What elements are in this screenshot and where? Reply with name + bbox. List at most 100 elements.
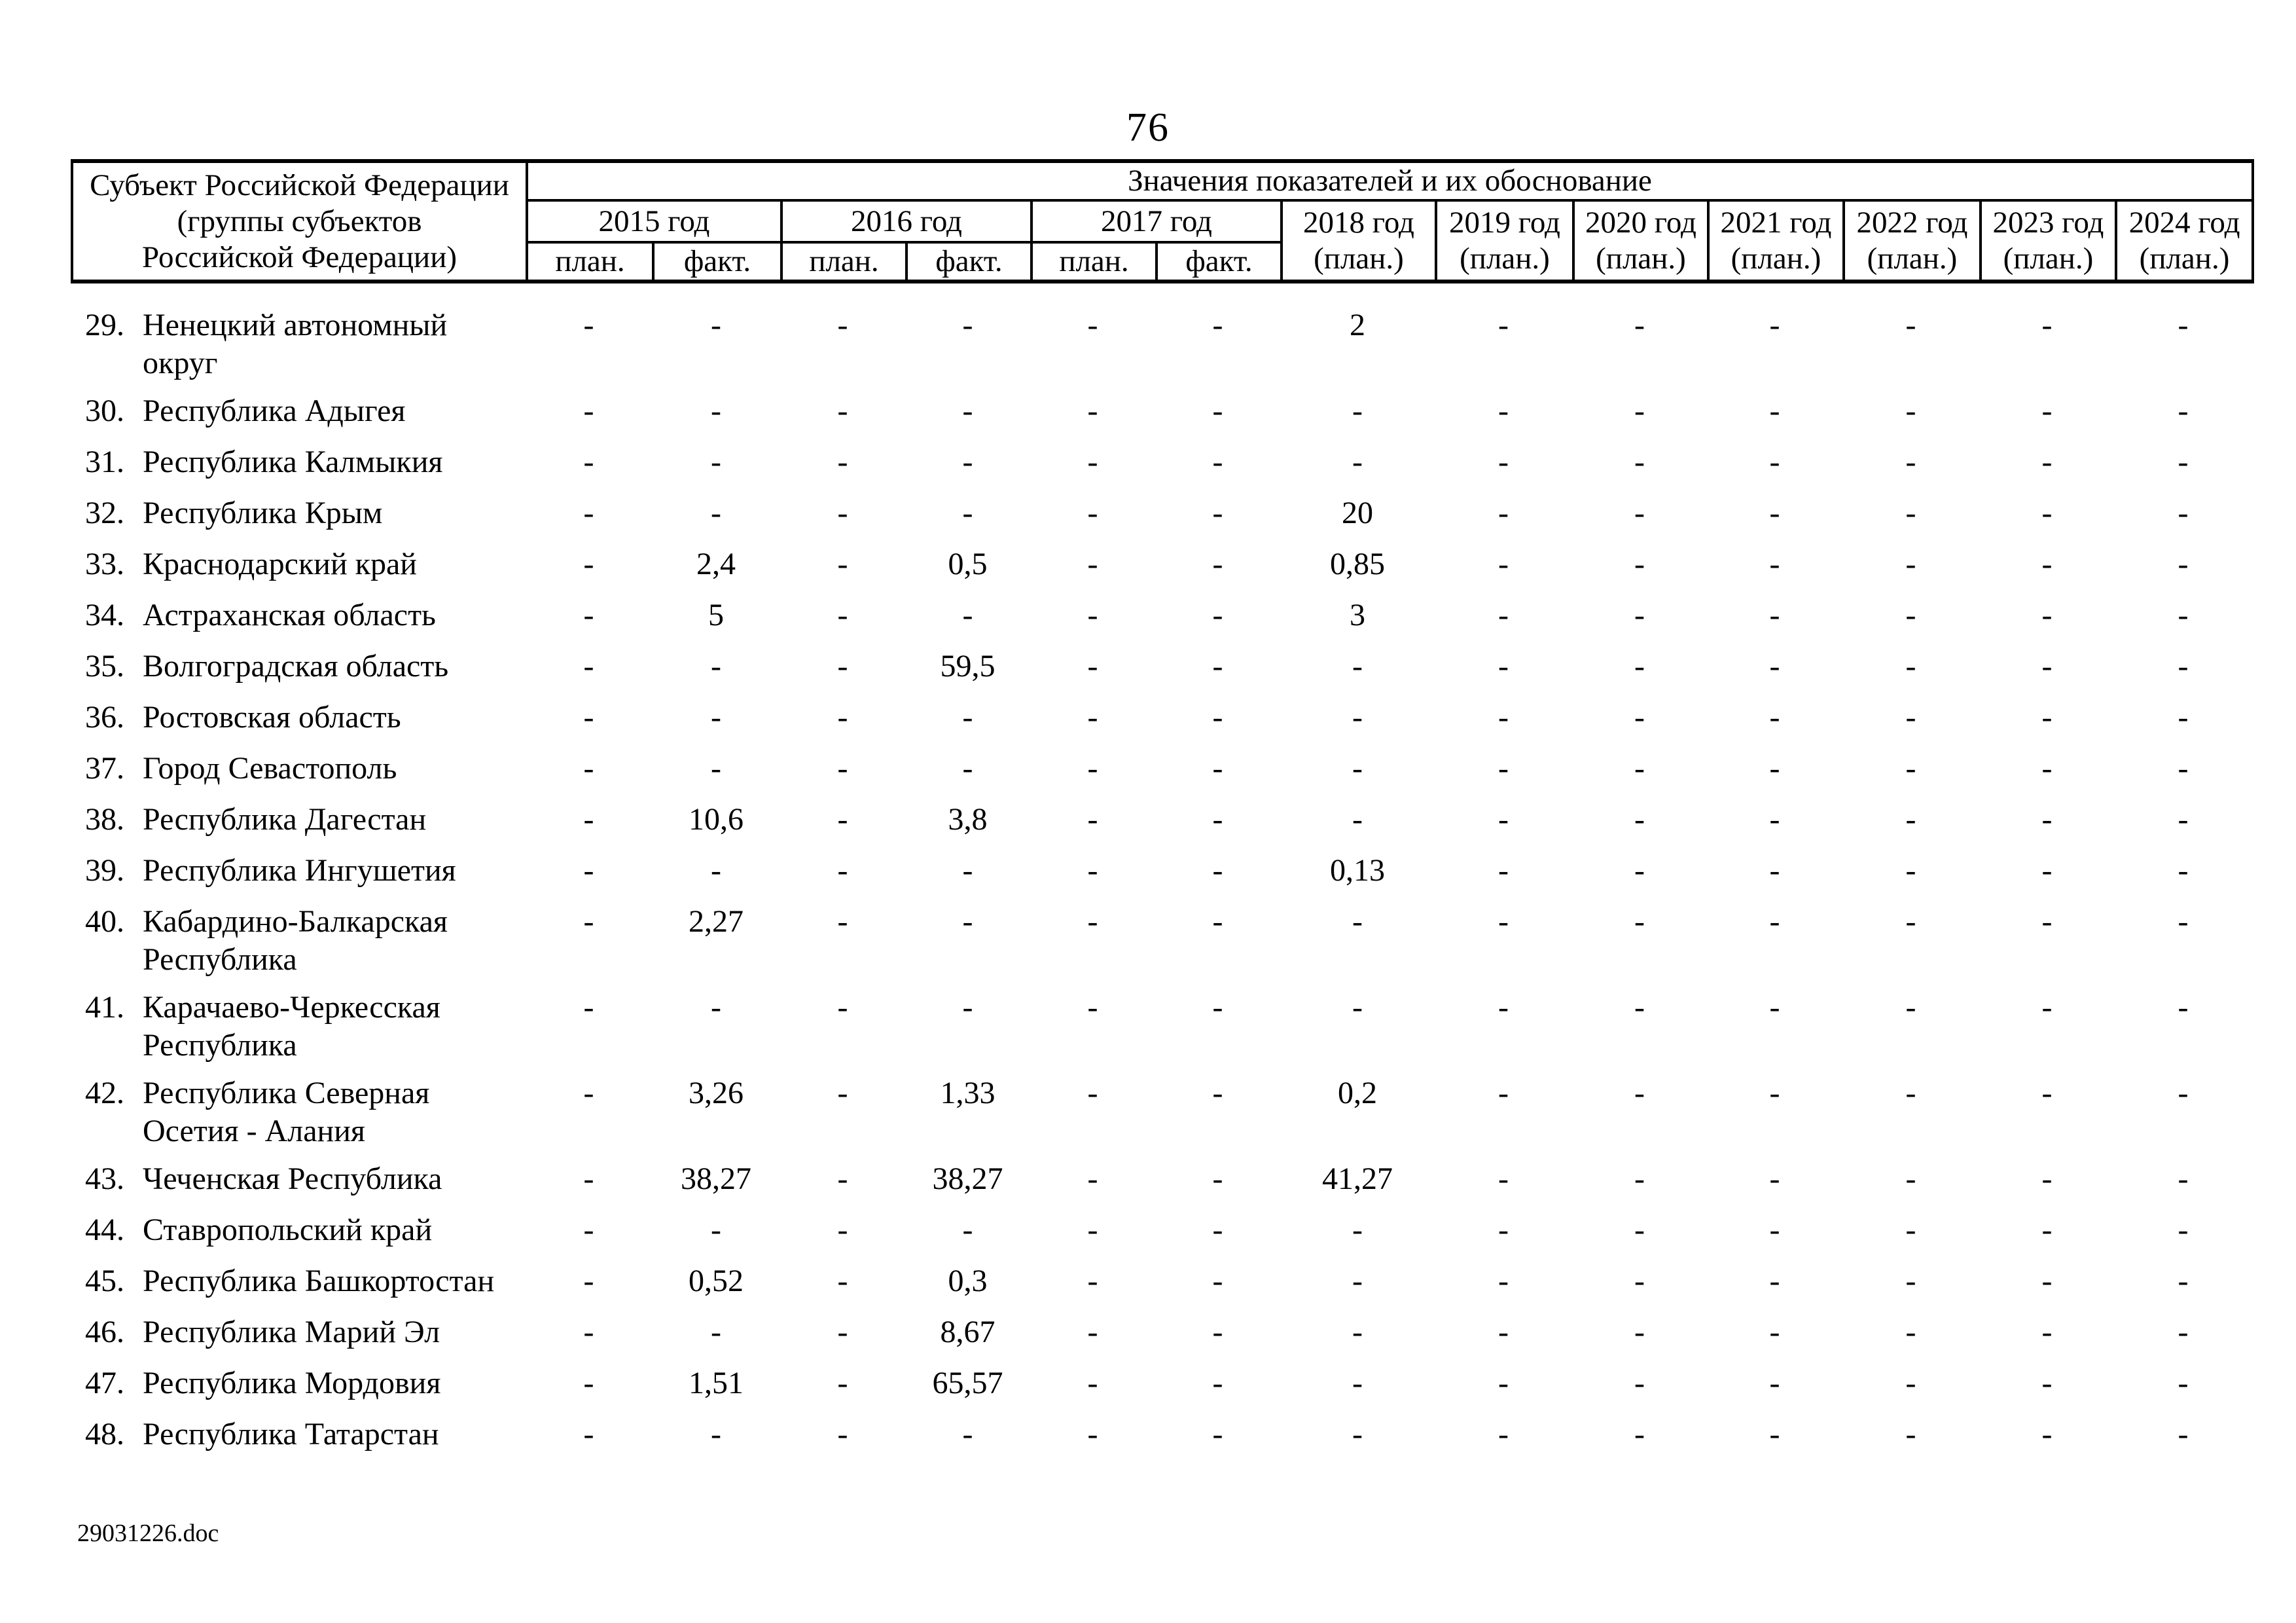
value-cell: - xyxy=(1769,496,1780,530)
value-cell: - xyxy=(837,308,848,342)
region-name: Карачаево-Черкесская Республика xyxy=(143,990,440,1063)
value-cell: 0,3 xyxy=(948,1264,988,1298)
value-cell: - xyxy=(962,700,973,735)
value-cell: - xyxy=(1498,1417,1509,1451)
row-number: 42. xyxy=(85,1076,124,1110)
region-name: Республика Марий Эл xyxy=(143,1315,440,1349)
value-cell: - xyxy=(1212,1076,1223,1110)
region-name: Республика Дагестан xyxy=(143,802,427,837)
value-cell: - xyxy=(1498,308,1509,342)
value-cell: - xyxy=(1905,1417,1916,1451)
value-cell: - xyxy=(1634,649,1645,684)
value-cell: - xyxy=(583,496,594,530)
table-row: 47. Республика Мордовия - 1,51 - 65,57 - - - - - - -… xyxy=(71,1364,2251,1415)
plan-header-2015: план. xyxy=(526,242,653,283)
row-number: 34. xyxy=(85,598,124,632)
value-cell: - xyxy=(837,1213,848,1247)
value-cell: - xyxy=(837,904,848,939)
value-cell: - xyxy=(583,1366,594,1400)
value-cell: - xyxy=(1087,308,1098,342)
value-cell: - xyxy=(837,802,848,837)
value-cell: - xyxy=(1634,1417,1645,1451)
region-header-line: (группы субъектов xyxy=(177,204,422,238)
value-cell: - xyxy=(837,649,848,684)
value-cell: - xyxy=(583,990,594,1025)
value-cell: - xyxy=(1212,308,1223,342)
value-cell: - xyxy=(1352,445,1363,479)
value-cell: 65,57 xyxy=(932,1366,1003,1400)
value-cell: - xyxy=(1087,1366,1098,1400)
value-cell: - xyxy=(1087,904,1098,939)
value-cell: - xyxy=(1498,1366,1509,1400)
value-cell: - xyxy=(711,496,721,530)
value-cell: 0,52 xyxy=(689,1264,744,1298)
value-cell: - xyxy=(1905,1161,1916,1196)
value-cell: - xyxy=(2041,1366,2053,1400)
value-cell: - xyxy=(1498,649,1509,684)
value-cell: 0,2 xyxy=(1338,1076,1377,1110)
value-cell: - xyxy=(1769,990,1780,1025)
value-cell: - xyxy=(1905,1213,1916,1247)
region-name: Астраханская область xyxy=(143,598,436,632)
value-cell: - xyxy=(2041,904,2053,939)
value-cell: - xyxy=(1212,904,1223,939)
value-cell: 8,67 xyxy=(940,1315,996,1349)
region-cell: 35. Волгоградская область xyxy=(71,647,526,685)
region-cell: 34. Астраханская область xyxy=(71,596,526,634)
value-cell: - xyxy=(1352,904,1363,939)
region-name: Республика Крым xyxy=(143,496,383,530)
value-cell: - xyxy=(962,496,973,530)
region-header-line: Российской Федерации) xyxy=(142,240,457,274)
value-cell: 20 xyxy=(1342,496,1373,530)
value-cell: - xyxy=(1352,700,1363,735)
value-cell: - xyxy=(2178,547,2189,581)
value-cell: - xyxy=(962,598,973,632)
row-number: 29. xyxy=(85,308,124,342)
plan-header-2016: план. xyxy=(780,242,906,283)
value-cell: - xyxy=(1498,802,1509,837)
table-row: 44. Ставропольский край - - - - - - - - - - - - - xyxy=(71,1211,2251,1262)
value-cell: - xyxy=(2041,1076,2053,1110)
year-header-2015: 2015 год xyxy=(526,200,781,244)
indicators-table-header: Субъект Российской Федерации (группы суб… xyxy=(71,159,2255,283)
value-cell: - xyxy=(583,598,594,632)
value-cell: - xyxy=(1087,1161,1098,1196)
value-cell: - xyxy=(1769,393,1780,428)
value-cell: - xyxy=(1905,1076,1916,1110)
value-cell: - xyxy=(1212,1161,1223,1196)
row-number: 48. xyxy=(85,1417,124,1451)
value-cell: - xyxy=(1769,598,1780,632)
value-cell: - xyxy=(837,1076,848,1110)
year-header-2017: 2017 год xyxy=(1030,200,1282,244)
value-cell: - xyxy=(837,393,848,428)
value-cell: - xyxy=(583,1417,594,1451)
value-cell: - xyxy=(1634,308,1645,342)
region-cell: 38. Республика Дагестан xyxy=(71,801,526,839)
value-cell: - xyxy=(1905,547,1916,581)
value-cell: 2,27 xyxy=(689,904,744,939)
value-cell: - xyxy=(711,445,721,479)
value-cell: - xyxy=(1634,1366,1645,1400)
values-header: Значения показателей и их обоснование xyxy=(527,159,2255,202)
region-name: Республика Башкортостан xyxy=(143,1264,495,1298)
value-cell: - xyxy=(837,1315,848,1349)
value-cell: - xyxy=(1212,547,1223,581)
region-cell: 29. Ненецкий автономный округ xyxy=(71,306,526,382)
value-cell: - xyxy=(962,308,973,342)
value-cell: - xyxy=(962,445,973,479)
value-cell: - xyxy=(837,853,848,888)
value-cell: - xyxy=(1905,904,1916,939)
value-cell: - xyxy=(2178,700,2189,735)
value-cell: - xyxy=(1087,1417,1098,1451)
region-name: Республика Калмыкия xyxy=(143,445,443,479)
value-cell: - xyxy=(1634,445,1645,479)
value-cell: - xyxy=(1087,1315,1098,1349)
value-cell: - xyxy=(1498,547,1509,581)
value-cell: - xyxy=(711,649,721,684)
value-cell: - xyxy=(2178,1076,2189,1110)
value-cell: - xyxy=(1212,649,1223,684)
value-cell: - xyxy=(2041,700,2053,735)
value-cell: - xyxy=(2178,751,2189,786)
value-cell: - xyxy=(1352,990,1363,1025)
region-name: Ростовская область xyxy=(143,700,401,735)
